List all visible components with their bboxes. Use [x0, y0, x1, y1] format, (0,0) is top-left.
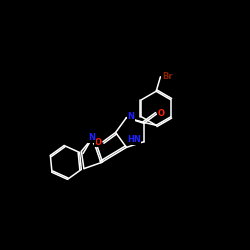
Text: O: O — [158, 109, 165, 118]
Text: N: N — [128, 112, 134, 121]
Text: O: O — [94, 138, 102, 147]
Text: N: N — [88, 133, 95, 142]
Text: HN: HN — [127, 135, 141, 144]
Text: Br: Br — [162, 72, 172, 81]
